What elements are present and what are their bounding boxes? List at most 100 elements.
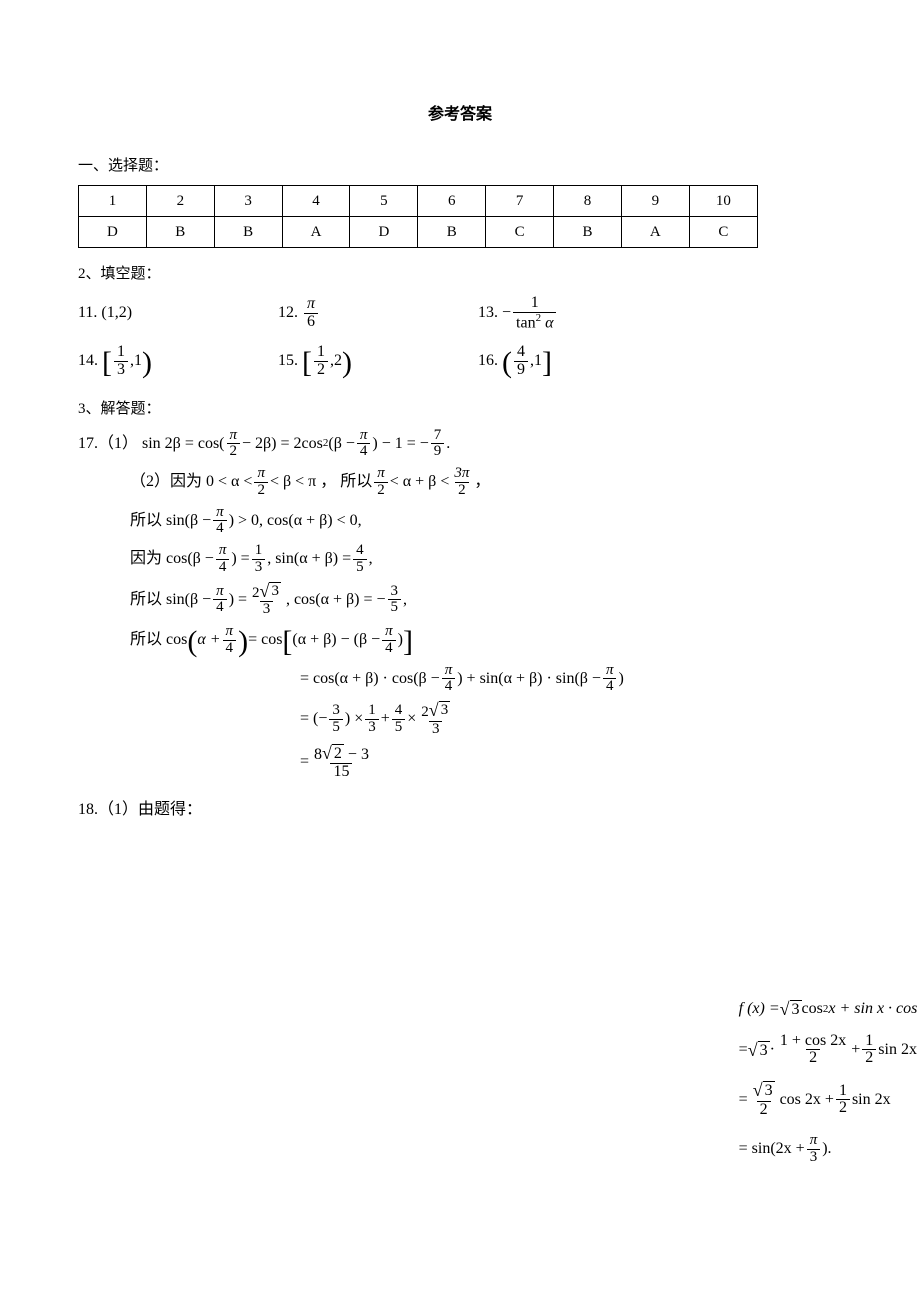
t: ， [474, 471, 490, 493]
t: < β < π ， 所以 [270, 471, 372, 493]
rad: 3 [758, 1041, 770, 1060]
td-4: A [282, 217, 350, 248]
fn: 1 [836, 1083, 850, 1100]
fd: 3 [260, 601, 274, 618]
fd: 5 [353, 559, 367, 576]
td-1: D [79, 217, 147, 248]
th-8: 8 [554, 186, 622, 217]
t: ) − 1 = − [372, 433, 428, 455]
fn: 3 [388, 584, 402, 600]
t: , sin(α + β) = [267, 548, 351, 570]
table-row: D B B A D B C B A C [79, 217, 758, 248]
fn: 4 [353, 543, 367, 559]
th-9: 9 [621, 186, 689, 217]
fn: π [223, 624, 237, 640]
t: ) = [231, 548, 249, 570]
td-9: A [621, 217, 689, 248]
th-2: 2 [146, 186, 214, 217]
fn: 3 [329, 703, 343, 719]
t: cos 2x + [780, 1091, 834, 1109]
t: ). [822, 1140, 831, 1158]
pre: 2 [421, 704, 429, 720]
t: + [851, 1041, 860, 1059]
fd: 4 [216, 559, 230, 576]
t: , cos(α + β) = − [286, 589, 386, 611]
td-8: B [554, 217, 622, 248]
t: ) [618, 668, 623, 690]
fn: π [442, 663, 456, 679]
t: = [739, 1091, 748, 1109]
td-2: B [146, 217, 214, 248]
fd: 4 [223, 640, 237, 657]
fn: π [216, 543, 230, 559]
fd: 4 [382, 640, 396, 657]
fn: 1 [365, 703, 379, 719]
fd: 4 [357, 443, 371, 460]
q16-num: 16. [478, 352, 498, 370]
fd: 4 [213, 599, 227, 616]
section-2-heading: 2、填空题： [78, 262, 860, 283]
t: < α + β < [390, 471, 450, 493]
fd: 3 [807, 1149, 821, 1166]
t: 所以 sin(β − [130, 510, 211, 532]
q16-fn: 4 [514, 344, 528, 361]
q17-line2: （2）因为 0 < α < π2 < β < π ， 所以 π2 < α + β… [130, 466, 860, 499]
fd: 4 [442, 678, 456, 695]
t: ) = [229, 589, 247, 611]
th-3: 3 [214, 186, 282, 217]
q18-derivation: f (x) = √3 cos2 x + sin x · cos = √3 · 1… [739, 1000, 920, 1179]
q15-fn: 1 [314, 344, 328, 361]
bracket-icon: [ [282, 630, 292, 654]
q13-num: 13. [478, 304, 498, 322]
paren-icon: ) [342, 351, 352, 375]
t: (β − [328, 433, 355, 455]
q14-b: ,1 [130, 352, 142, 370]
fd: 3 [365, 719, 379, 736]
fn: π [213, 584, 227, 600]
fd: 2 [836, 1099, 850, 1117]
t: = cos [248, 629, 282, 651]
q17-line8: = (− 35 ) × 13 + 45 × 2√3 3 [300, 701, 860, 738]
pre: 2 [252, 585, 260, 601]
paren-icon: ( [502, 351, 512, 375]
q16-fd: 9 [514, 361, 528, 379]
bracket-icon: [ [302, 351, 312, 375]
q15-b: ,2 [330, 352, 342, 370]
t: , [369, 548, 373, 570]
t: = [300, 751, 309, 773]
q17-line6: 所以 cos ( α + π4 ) = cos [ (α + β) − (β −… [130, 624, 860, 657]
fd: 4 [603, 678, 617, 695]
bracket-icon: ] [403, 630, 413, 654]
t: α + [197, 629, 220, 651]
t: . [446, 433, 450, 455]
q17-line3: 所以 sin(β − π4 ) > 0, cos(α + β) < 0, [130, 505, 860, 538]
fd: 5 [388, 599, 402, 616]
q14-num: 14. [78, 352, 98, 370]
rad: 3 [763, 1081, 775, 1100]
fn: π [227, 428, 241, 444]
q12-frac-num: π [304, 296, 318, 313]
q15-num: 15. [278, 352, 298, 370]
fn: π [807, 1133, 821, 1149]
rad: 3 [269, 582, 281, 600]
td-10: C [689, 217, 757, 248]
fd: 2 [254, 482, 268, 499]
t: x + sin x · cos [828, 1000, 917, 1018]
fn: π [213, 505, 227, 521]
q14-fn: 1 [114, 344, 128, 361]
td-7: C [486, 217, 554, 248]
fill-row-1: 11. (1,2) 12. π6 13. − 1 tan2 α [78, 295, 860, 332]
fn: 1 [252, 543, 266, 559]
t: （2）因为 0 < α < [130, 471, 252, 493]
q13-alpha: α [541, 314, 553, 331]
q11-val: (1,2) [101, 304, 132, 322]
q13-tan: tan [516, 314, 536, 331]
rad: 3 [790, 1000, 802, 1019]
fd: 2 [757, 1101, 771, 1119]
bracket-icon: [ [102, 351, 112, 375]
fd: 3 [429, 721, 443, 738]
t: ) > 0, cos(α + β) < 0, [229, 510, 362, 532]
q14-fd: 3 [114, 361, 128, 379]
fd: 2 [862, 1049, 876, 1067]
td-6: B [418, 217, 486, 248]
